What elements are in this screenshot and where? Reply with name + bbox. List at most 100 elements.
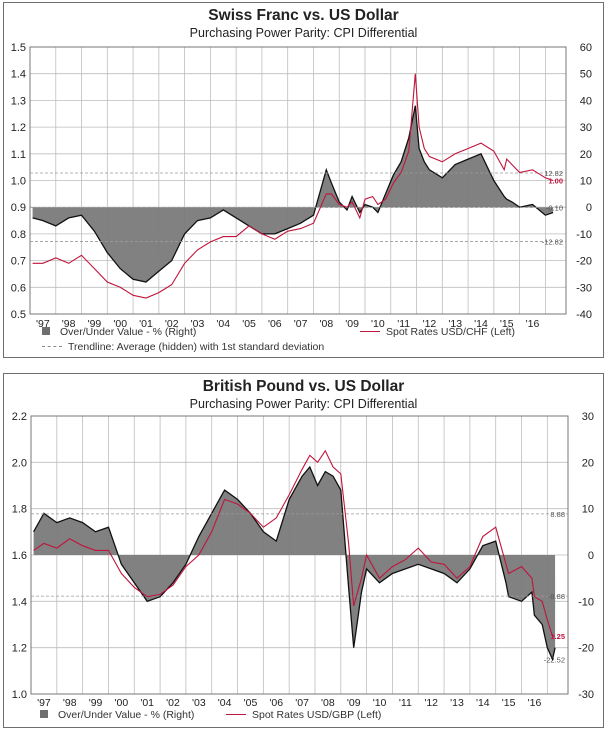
left-axis-tick-label: 1.1 [11,149,26,161]
right-axis-tick-label: 60 [580,42,592,54]
spot-end-label: 1.25 [550,632,565,641]
line-swatch-icon [360,330,380,332]
legend-line-entry: Spot Rates USD/GBP (Left) [226,709,381,721]
x-axis-tick-label: '06 [269,697,283,709]
legend-line-label: Spot Rates USD/GBP (Left) [252,709,382,721]
chart-subtitle: Purchasing Power Parity: CPI Differentia… [189,397,418,411]
right-axis-tick-label: 30 [582,411,594,423]
plot-frame [30,415,569,695]
left-axis-tick-label: 1.0 [12,689,27,701]
x-axis-tick-label: '14 [474,318,488,330]
x-axis-tick-label: '05 [244,697,258,709]
x-axis-tick-label: '04 [218,697,232,709]
right-axis-tick-label: -20 [576,256,592,268]
right-axis-tick-label: -10 [576,229,592,241]
right-axis-tick-label: -20 [578,643,594,655]
left-axis-tick-label: 1.4 [12,596,27,608]
legend-line-label: Spot Rates USD/CHF (Left) [386,326,515,338]
x-axis-tick-label: '15 [500,318,514,330]
right-axis-tick-label: -10 [578,596,594,608]
right-axis-tick-label: 0 [586,202,592,214]
right-axis-tick-label: -40 [576,309,592,321]
x-axis-tick-label: '10 [371,318,385,330]
legend-trend-label: Trendline: Average (hidden) with 1st sta… [68,341,325,353]
x-axis-tick-label: '11 [397,318,410,330]
chf-chart-plot: 1.5 60 1.4 50 1.3 40 1.2 30 1.1 20 1.0 10 0.9 0 0.8 -10… [11,42,592,330]
x-axis-tick-label: '08 [320,318,334,330]
spot-rate-line [32,73,554,299]
spot-rate-line [33,449,556,637]
right-axis-tick-label: 0 [588,550,594,562]
left-axis-tick-label: 1.5 [11,42,26,54]
ref-label-upper: 12.82 [544,169,563,178]
x-axis-tick-label: '15 [502,697,516,709]
x-axis-tick-label: '08 [321,697,335,709]
right-axis-tick-label: 40 [580,95,592,107]
right-axis-tick-label: 20 [580,149,592,161]
x-axis-tick-label: '01 [140,697,154,709]
left-axis-tick-label: 1.8 [12,504,27,516]
over-under-value-area [32,105,554,282]
x-axis-tick-label: '09 [347,697,361,709]
x-axis-tick-label: '99 [88,318,102,330]
legend-line-entry: Spot Rates USD/CHF (Left) [360,326,515,338]
chart-title: Swiss Franc vs. US Dollar [208,7,399,24]
x-axis-tick-label: '11 [399,697,412,709]
chf-legend: Over/Under Value - % (Right) Spot Rates … [4,3,603,357]
ref-label-lower: -8.88 [548,592,565,601]
x-axis-tick-label: '03 [192,697,206,709]
x-axis-tick-label: '98 [62,318,76,330]
left-axis-tick-label: 2.0 [12,457,27,469]
left-axis-tick-label: 0.5 [11,309,26,321]
legend-bar-label: Over/Under Value - % (Right) [60,326,197,338]
x-axis-tick-label: '02 [165,318,179,330]
left-axis-tick-label: 1.4 [11,69,26,81]
x-axis-tick-label: '12 [424,697,438,709]
right-axis-tick-label: 10 [580,176,592,188]
right-axis-tick-label: 20 [582,457,594,469]
legend-bar-label: Over/Under Value - % (Right) [58,709,195,721]
x-axis-tick-label: '99 [89,697,103,709]
chf-chart-panel: Swiss Franc vs. US Dollar Purchasing Pow… [3,2,604,358]
x-axis-tick-label: '00 [115,697,129,709]
x-axis-tick-label: '10 [373,697,387,709]
right-axis-tick-label: -30 [576,282,592,294]
chart-subtitle: Purchasing Power Parity: CPI Differentia… [189,26,418,40]
right-axis-tick-label: -30 [578,689,594,701]
x-axis-tick-label: '04 [216,318,230,330]
left-axis-tick-label: 0.9 [11,202,26,214]
x-axis-tick-label: '97 [37,697,51,709]
legend-bar-entry: Over/Under Value - % (Right) [42,326,196,338]
left-axis-tick-label: 0.7 [11,256,26,268]
x-axis-tick-label: '00 [113,318,127,330]
x-axis-tick-label: '16 [528,697,542,709]
x-axis-tick-label: '06 [268,318,282,330]
left-axis-tick-label: 2.2 [12,411,27,423]
x-axis-tick-label: '13 [448,318,462,330]
spot-end-label: 1.00 [548,177,563,186]
line-swatch-icon [226,713,246,715]
x-axis-tick-label: '16 [526,318,540,330]
gbp-chart-plot: 2.2 30 2.0 20 1.8 10 1.6 0 1.4 -10 1.2 -20 1.0 -30 '97… [12,411,594,709]
plot-frame [29,46,567,315]
x-axis-tick-label: '97 [36,318,50,330]
x-axis-tick-label: '09 [345,318,359,330]
left-axis-tick-label: 0.6 [11,282,26,294]
left-axis-tick-label: 1.6 [12,550,27,562]
x-axis-tick-label: '13 [450,697,464,709]
gbp-legend: Over/Under Value - % (Right) Spot Rates … [4,374,603,727]
right-axis-tick-label: 30 [580,122,592,134]
chart-title: British Pound vs. US Dollar [202,378,405,395]
bar-swatch-icon [42,327,50,336]
left-axis-tick-label: 1.2 [12,643,27,655]
left-axis-tick-label: 0.8 [11,229,26,241]
dash-swatch-icon [42,345,62,347]
x-axis-tick-label: '03 [191,318,205,330]
x-axis-tick-label: '98 [63,697,77,709]
gbp-chart-panel: British Pound vs. US Dollar Purchasing P… [3,373,604,728]
legend-bar-entry: Over/Under Value - % (Right) [40,709,194,721]
ref-label-value: -0.10 [546,203,563,212]
x-axis-tick-label: '07 [294,318,308,330]
x-axis-tick-label: '12 [423,318,437,330]
right-axis-tick-label: 50 [580,69,592,81]
